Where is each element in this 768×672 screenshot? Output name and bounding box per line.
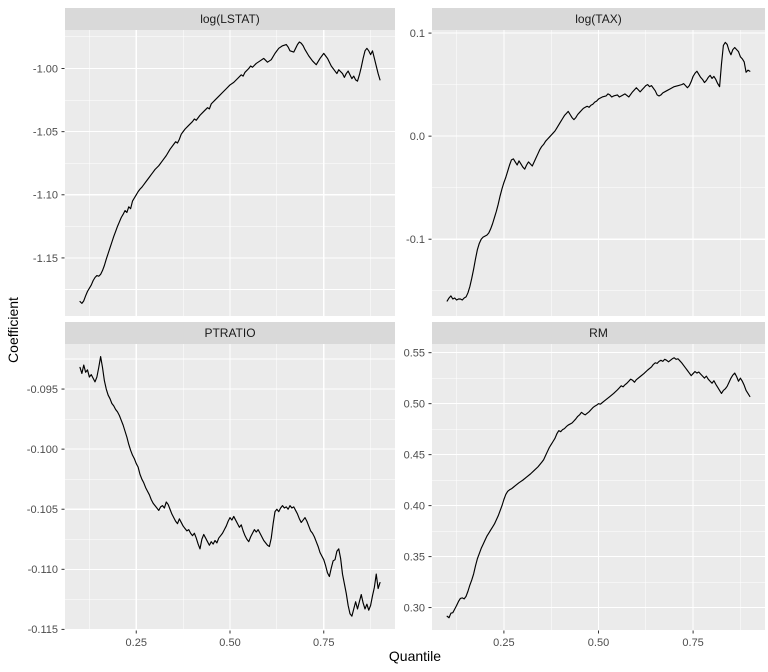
y-tick-label: -1.10 — [33, 190, 58, 202]
facet-strip-log-tax: log(TAX) — [432, 8, 765, 30]
coefficient-line-PTRATIO — [79, 356, 381, 617]
y-tick-label: 0.55 — [404, 348, 425, 360]
y-tick-label: -0.115 — [28, 624, 58, 636]
y-tick-label: 0.50 — [404, 398, 425, 410]
y-tick-label: -0.095 — [27, 384, 58, 396]
y-tick-label: 0.0 — [410, 131, 425, 143]
facet-panel-log-tax — [432, 30, 765, 316]
y-tick-label: 0.35 — [404, 551, 425, 563]
x-tick-label: 0.50 — [219, 637, 240, 649]
facet-log-lstat: log(LSTAT) — [65, 8, 395, 316]
facet-strip-label: log(LSTAT) — [200, 12, 260, 26]
facet-ptratio: PTRATIO — [65, 322, 395, 630]
y-tick-label: -1.05 — [33, 126, 58, 138]
y-tick-label: -0.100 — [27, 444, 58, 456]
facet-rm: RM — [432, 322, 765, 630]
y-tick-label: -0.105 — [27, 504, 58, 516]
coefficient-line-log(TAX) — [446, 41, 751, 302]
facet-strip-ptratio: PTRATIO — [65, 322, 395, 344]
facet-panel-ptratio — [65, 344, 395, 630]
facet-strip-log-lstat: log(LSTAT) — [65, 8, 395, 30]
facet-strip-rm: RM — [432, 322, 765, 344]
facet-panel-log-lstat — [65, 30, 395, 316]
x-tick-label: 0.75 — [682, 637, 703, 649]
x-tick-label: 0.75 — [313, 637, 334, 649]
x-tick-label: 0.50 — [588, 637, 609, 649]
y-tick-label: -0.1 — [406, 234, 425, 246]
y-axis-title: Coefficient — [5, 297, 21, 363]
facet-panel-rm — [432, 344, 765, 630]
facet-strip-label: PTRATIO — [204, 326, 256, 340]
y-tick-label: 0.30 — [404, 602, 425, 614]
y-tick-label: 0.40 — [404, 500, 425, 512]
facet-strip-label: RM — [589, 326, 608, 340]
y-tick-label: -0.110 — [28, 564, 58, 576]
x-axis-title: Quantile — [388, 648, 442, 664]
y-tick-label: -1.00 — [33, 63, 58, 75]
x-tick-label: 0.25 — [493, 637, 514, 649]
coefficient-line-RM — [446, 357, 751, 619]
y-tick-label: 0.1 — [410, 28, 425, 40]
y-tick-label: 0.45 — [404, 449, 425, 461]
y-tick-label: -1.15 — [33, 253, 58, 265]
facet-log-tax: log(TAX) — [432, 8, 765, 316]
coefficient-line-log(LSTAT) — [79, 41, 381, 304]
x-tick-label: 0.25 — [126, 637, 147, 649]
facet-strip-label: log(TAX) — [575, 12, 622, 26]
